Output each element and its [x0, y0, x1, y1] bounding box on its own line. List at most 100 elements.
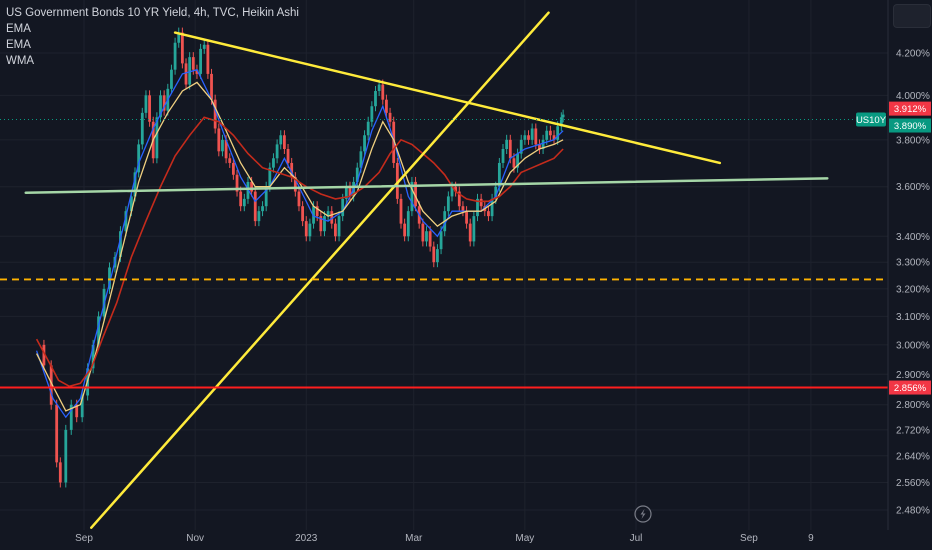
candle: [275, 144, 279, 159]
candle: [108, 267, 111, 289]
chart-legend: US Government Bonds 10 YR Yield, 4h, TVC…: [6, 5, 299, 69]
candle: [545, 130, 549, 140]
candle: [261, 206, 264, 212]
candle: [428, 231, 432, 247]
trendline[interactable]: [90, 11, 550, 529]
candle: [363, 135, 366, 152]
candle: [279, 135, 283, 145]
candle: [421, 223, 425, 242]
candle: [250, 181, 254, 192]
indicator-wma[interactable]: WMA: [6, 55, 35, 67]
candle: [370, 106, 374, 122]
candle: [497, 162, 501, 187]
time-axis[interactable]: Sep Nov 2023 Mar May Jul Sep 9: [75, 533, 814, 544]
candle: [534, 128, 538, 145]
trendline[interactable]: [24, 177, 829, 195]
y-tick-label: 3.400%: [896, 232, 930, 243]
indicator-ema-2[interactable]: EMA: [6, 39, 31, 51]
candle: [388, 112, 392, 122]
candle: [286, 148, 290, 163]
candle: [297, 191, 301, 207]
candle: [512, 158, 516, 168]
candle: [202, 44, 206, 49]
price-tag-bg: [889, 118, 931, 133]
candle: [55, 404, 59, 463]
candle: [548, 130, 552, 136]
price-axis[interactable]: 4.200% 4.000% 3.800% 3.600% 3.400% 3.300% 3.20…: [896, 49, 930, 517]
chart-title: US Government Bonds 10 YR Yield, 4h, TVC…: [6, 7, 299, 19]
candle: [472, 216, 476, 242]
x-tick-label: Sep: [740, 533, 758, 544]
candle: [465, 211, 468, 224]
candle: [377, 84, 381, 91]
price-tag-bg: [889, 380, 931, 395]
candle: [221, 139, 224, 152]
candle: [315, 206, 319, 217]
x-tick-label: 9: [808, 533, 814, 544]
y-tick-label: 3.300%: [896, 258, 930, 269]
candle: [162, 95, 166, 111]
price-tag-bg: [889, 101, 931, 116]
lightning-icon[interactable]: [634, 505, 652, 523]
candle: [264, 186, 268, 207]
candle: [137, 144, 141, 173]
y-tick-label: 3.800%: [896, 135, 930, 146]
candle: [341, 198, 345, 217]
candle: [461, 206, 465, 212]
candle: [410, 181, 414, 212]
candle: [80, 395, 84, 418]
candle: [334, 223, 337, 237]
candle: [188, 57, 192, 85]
candle: [403, 223, 407, 237]
candle: [119, 231, 122, 257]
candle: [374, 90, 377, 107]
candle: [494, 186, 498, 199]
candle: [239, 191, 243, 207]
candle: [523, 135, 527, 140]
candle: [559, 117, 563, 127]
candle: [487, 211, 490, 217]
candle: [301, 206, 305, 222]
candle: [395, 162, 399, 199]
candle: [541, 139, 545, 149]
candle: [348, 186, 352, 197]
x-tick-label: Sep: [75, 533, 93, 544]
candle: [344, 186, 348, 199]
candle: [519, 139, 523, 154]
symbol-tag-bg: [856, 112, 886, 127]
x-tick-label: Nov: [186, 533, 204, 544]
y-tick-label: 2.560%: [896, 478, 930, 489]
candle: [436, 249, 439, 263]
candle: [556, 126, 560, 140]
trendline[interactable]: [173, 31, 722, 165]
symbol-tag-label: US10Y: [856, 115, 887, 126]
y-tick-label: 2.640%: [896, 451, 930, 462]
candle: [450, 186, 454, 197]
price-tag-label: 3.912%: [894, 104, 927, 115]
candle: [439, 231, 443, 250]
x-tick-label: Mar: [405, 533, 423, 544]
toolbar-button[interactable]: [893, 4, 931, 28]
candle: [457, 191, 461, 207]
indicator-ema-1[interactable]: EMA: [6, 23, 31, 35]
candle: [304, 221, 308, 237]
candle: [272, 158, 275, 168]
candle: [180, 32, 184, 64]
candle: [129, 196, 133, 212]
symbol-tag[interactable]: US10Y: [856, 112, 887, 127]
candle: [133, 172, 137, 197]
candle: [170, 69, 173, 89]
candle: [425, 231, 428, 242]
annotation-layer: [0, 11, 888, 529]
candle: [399, 198, 403, 224]
y-tick-label: 2.720%: [896, 425, 930, 436]
candle: [505, 139, 509, 149]
candle: [69, 404, 73, 430]
x-tick-label: 2023: [295, 533, 318, 544]
candle: [414, 181, 417, 207]
candle: [337, 216, 341, 237]
candle: [366, 121, 370, 136]
candle: [516, 153, 519, 168]
